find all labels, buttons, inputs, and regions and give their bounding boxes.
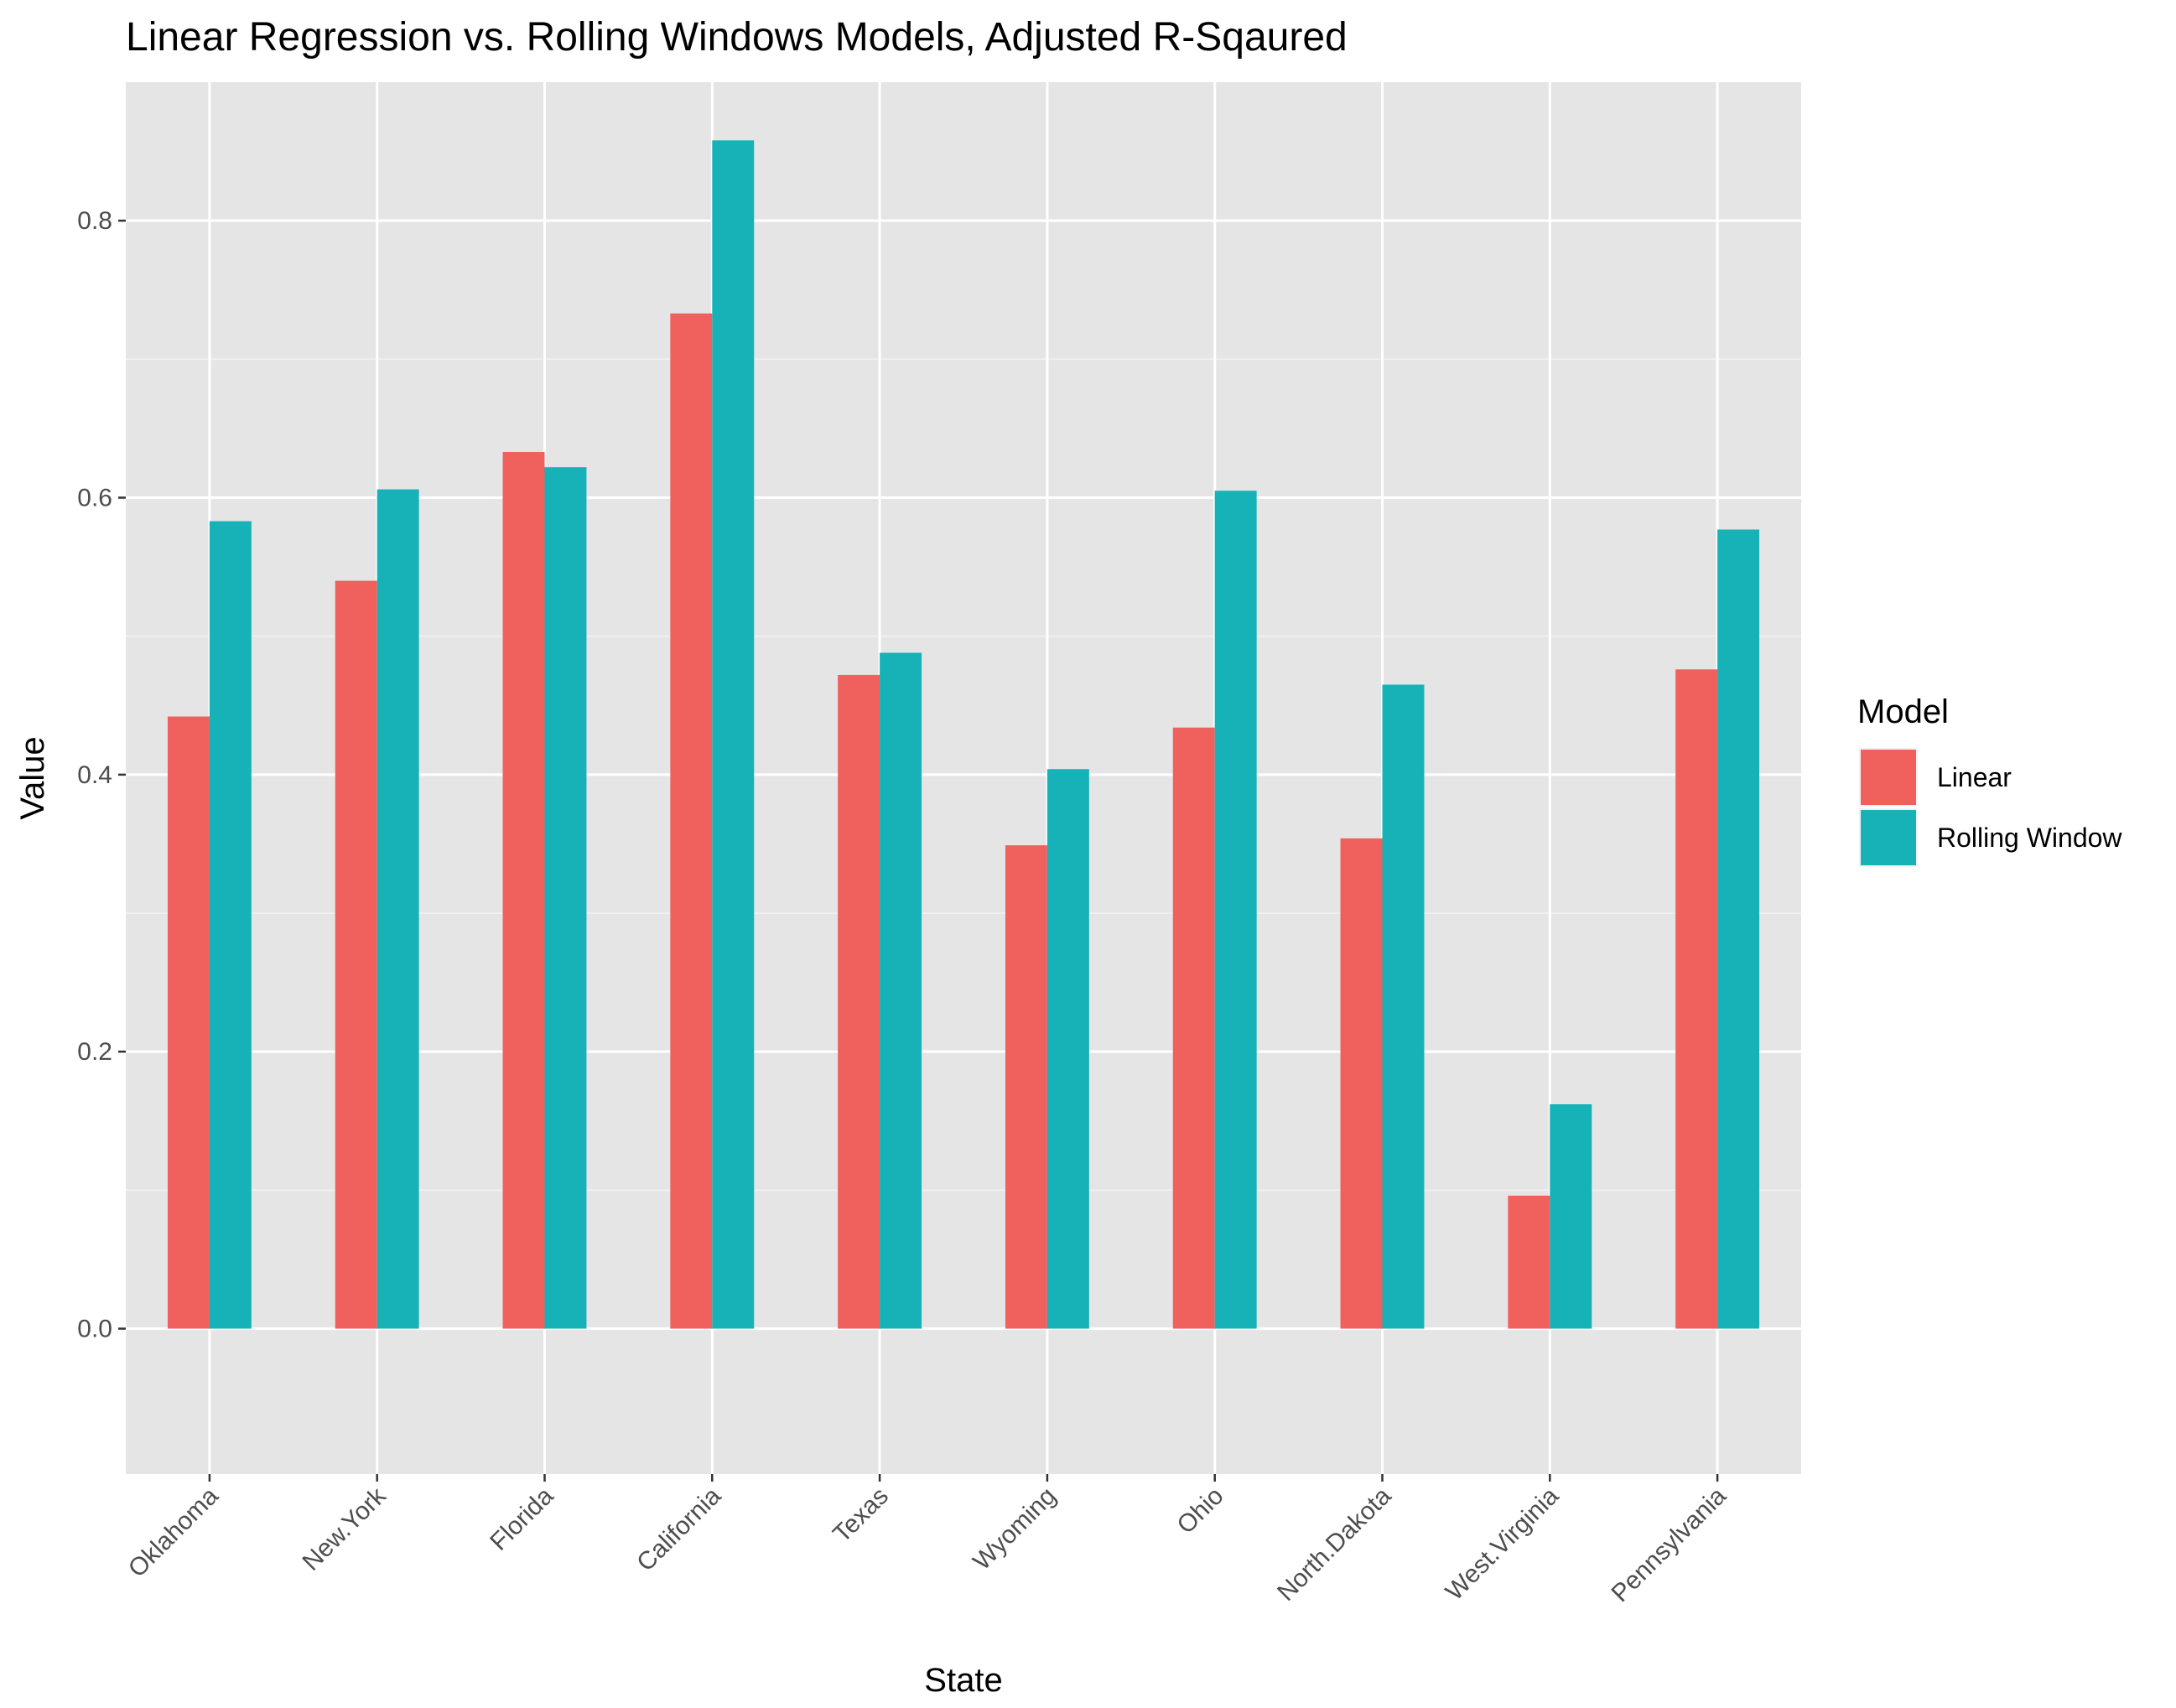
bar-linear bbox=[335, 580, 377, 1329]
bar-linear bbox=[670, 313, 713, 1329]
y-axis-title: Value bbox=[14, 736, 51, 819]
bar-rolling-window bbox=[209, 521, 252, 1329]
x-tick-label: Ohio bbox=[1172, 1482, 1229, 1539]
x-tick-label: Florida bbox=[485, 1482, 558, 1555]
bar-linear bbox=[1675, 669, 1718, 1329]
chart-title: Linear Regression vs. Rolling Windows Mo… bbox=[126, 15, 1348, 60]
bar-linear bbox=[1005, 845, 1047, 1329]
y-tick-label: 0.0 bbox=[77, 1316, 112, 1343]
legend-swatch-rolling-window bbox=[1861, 810, 1916, 865]
bar-rolling-window bbox=[712, 140, 755, 1329]
y-tick-label: 0.4 bbox=[77, 761, 112, 789]
bar-rolling-window bbox=[377, 489, 419, 1329]
x-tick-label: Wyoming bbox=[968, 1482, 1062, 1576]
bar-rolling-window bbox=[544, 467, 587, 1329]
bars bbox=[167, 140, 1760, 1329]
x-tick-label: West.Virginia bbox=[1441, 1482, 1565, 1606]
legend-swatch-linear bbox=[1861, 750, 1916, 805]
bar-rolling-window bbox=[1214, 491, 1257, 1329]
bar-linear bbox=[1508, 1196, 1550, 1329]
x-tick-label: Texas bbox=[828, 1482, 894, 1549]
bar-linear bbox=[838, 674, 880, 1329]
legend: Model Linear Rolling Window bbox=[1857, 693, 2122, 867]
bar-linear bbox=[502, 452, 545, 1329]
y-tick-label: 0.6 bbox=[77, 485, 112, 512]
bar-linear bbox=[167, 716, 210, 1329]
x-tick-label: North.Dakota bbox=[1272, 1482, 1397, 1607]
x-tick-label: Oklahoma bbox=[123, 1482, 224, 1582]
bar-rolling-window bbox=[1550, 1103, 1592, 1329]
bar-linear bbox=[1172, 727, 1215, 1329]
x-tick-label: New.York bbox=[297, 1482, 392, 1576]
legend-title: Model bbox=[1857, 693, 1949, 730]
legend-label-linear: Linear bbox=[1937, 762, 2012, 792]
legend-label-rolling-window: Rolling Window bbox=[1937, 823, 2122, 853]
x-axis-title: State bbox=[924, 1662, 1002, 1699]
bar-linear bbox=[1340, 838, 1383, 1329]
bar-rolling-window bbox=[1382, 684, 1425, 1329]
x-tick-label: Pennsylvania bbox=[1607, 1482, 1732, 1607]
y-tick-label: 0.2 bbox=[77, 1038, 112, 1066]
y-tick-label: 0.8 bbox=[77, 207, 112, 235]
bar-rolling-window bbox=[880, 652, 922, 1329]
bar-rolling-window bbox=[1717, 529, 1760, 1329]
bar-rolling-window bbox=[1046, 769, 1089, 1329]
x-tick-label: California bbox=[631, 1482, 726, 1576]
